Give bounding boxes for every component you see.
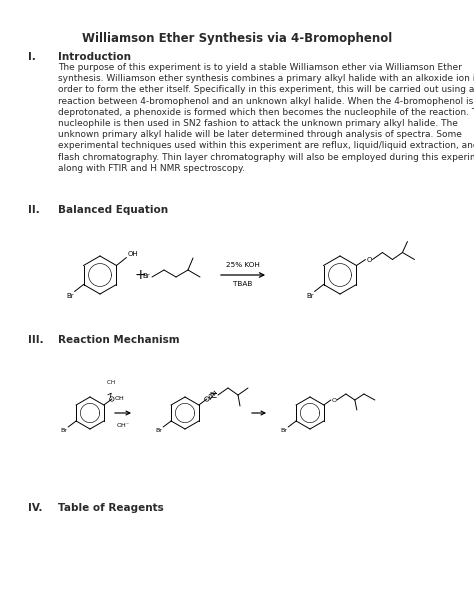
Text: II.: II. (28, 205, 40, 215)
Text: OH: OH (128, 251, 138, 256)
Text: Table of Reagents: Table of Reagents (58, 503, 164, 513)
Text: O: O (366, 256, 372, 262)
Text: O: O (332, 397, 337, 403)
Text: Williamson Ether Synthesis via 4-Bromophenol: Williamson Ether Synthesis via 4-Bromoph… (82, 32, 392, 45)
Text: IV.: IV. (28, 503, 43, 513)
Text: Br: Br (209, 392, 216, 397)
Text: flash chromatography. Thin layer chromatography will also be employed during thi: flash chromatography. Thin layer chromat… (58, 153, 474, 162)
Text: H: H (111, 380, 115, 385)
Text: experimental techniques used within this experiment are reflux, liquid/liquid ex: experimental techniques used within this… (58, 142, 474, 150)
Text: TBAB: TBAB (233, 281, 253, 287)
Text: unknown primary alkyl halide will be later determined through analysis of spectr: unknown primary alkyl halide will be lat… (58, 130, 462, 139)
Text: Br: Br (306, 292, 313, 299)
Text: order to form the ether itself. Specifically in this experiment, this will be ca: order to form the ether itself. Specific… (58, 85, 474, 94)
Text: The purpose of this experiment is to yield a stable Williamson ether via William: The purpose of this experiment is to yie… (58, 63, 462, 72)
Text: Br: Br (280, 428, 287, 433)
Text: deprotonated, a phenoxide is formed which then becomes the nucleophile of the re: deprotonated, a phenoxide is formed whic… (58, 108, 474, 117)
Text: along with FTIR and H NMR spectroscopy.: along with FTIR and H NMR spectroscopy. (58, 164, 245, 173)
Text: Br: Br (142, 273, 150, 279)
Text: Br: Br (60, 428, 67, 433)
Text: Br: Br (66, 292, 73, 299)
Text: 25% KOH: 25% KOH (226, 262, 260, 268)
Text: Introduction: Introduction (58, 52, 131, 62)
Text: Br: Br (155, 428, 162, 433)
Text: C: C (107, 380, 111, 385)
Text: III.: III. (28, 335, 44, 345)
Text: OH⁻: OH⁻ (117, 423, 129, 428)
Text: OH: OH (115, 396, 125, 401)
Text: Balanced Equation: Balanced Equation (58, 205, 168, 215)
Text: Reaction Mechanism: Reaction Mechanism (58, 335, 180, 345)
Text: +: + (134, 268, 146, 282)
Text: I.: I. (28, 52, 36, 62)
Text: −: − (210, 393, 217, 402)
Text: nucleophile is then used in SN2 fashion to attack the unknown primary alkyl hali: nucleophile is then used in SN2 fashion … (58, 119, 458, 128)
Text: reaction between 4-bromophenol and an unknown alkyl halide. When the 4-bromophen: reaction between 4-bromophenol and an un… (58, 97, 473, 105)
Text: synthesis. Williamson ether synthesis combines a primary alkyl halide with an al: synthesis. Williamson ether synthesis co… (58, 74, 474, 83)
